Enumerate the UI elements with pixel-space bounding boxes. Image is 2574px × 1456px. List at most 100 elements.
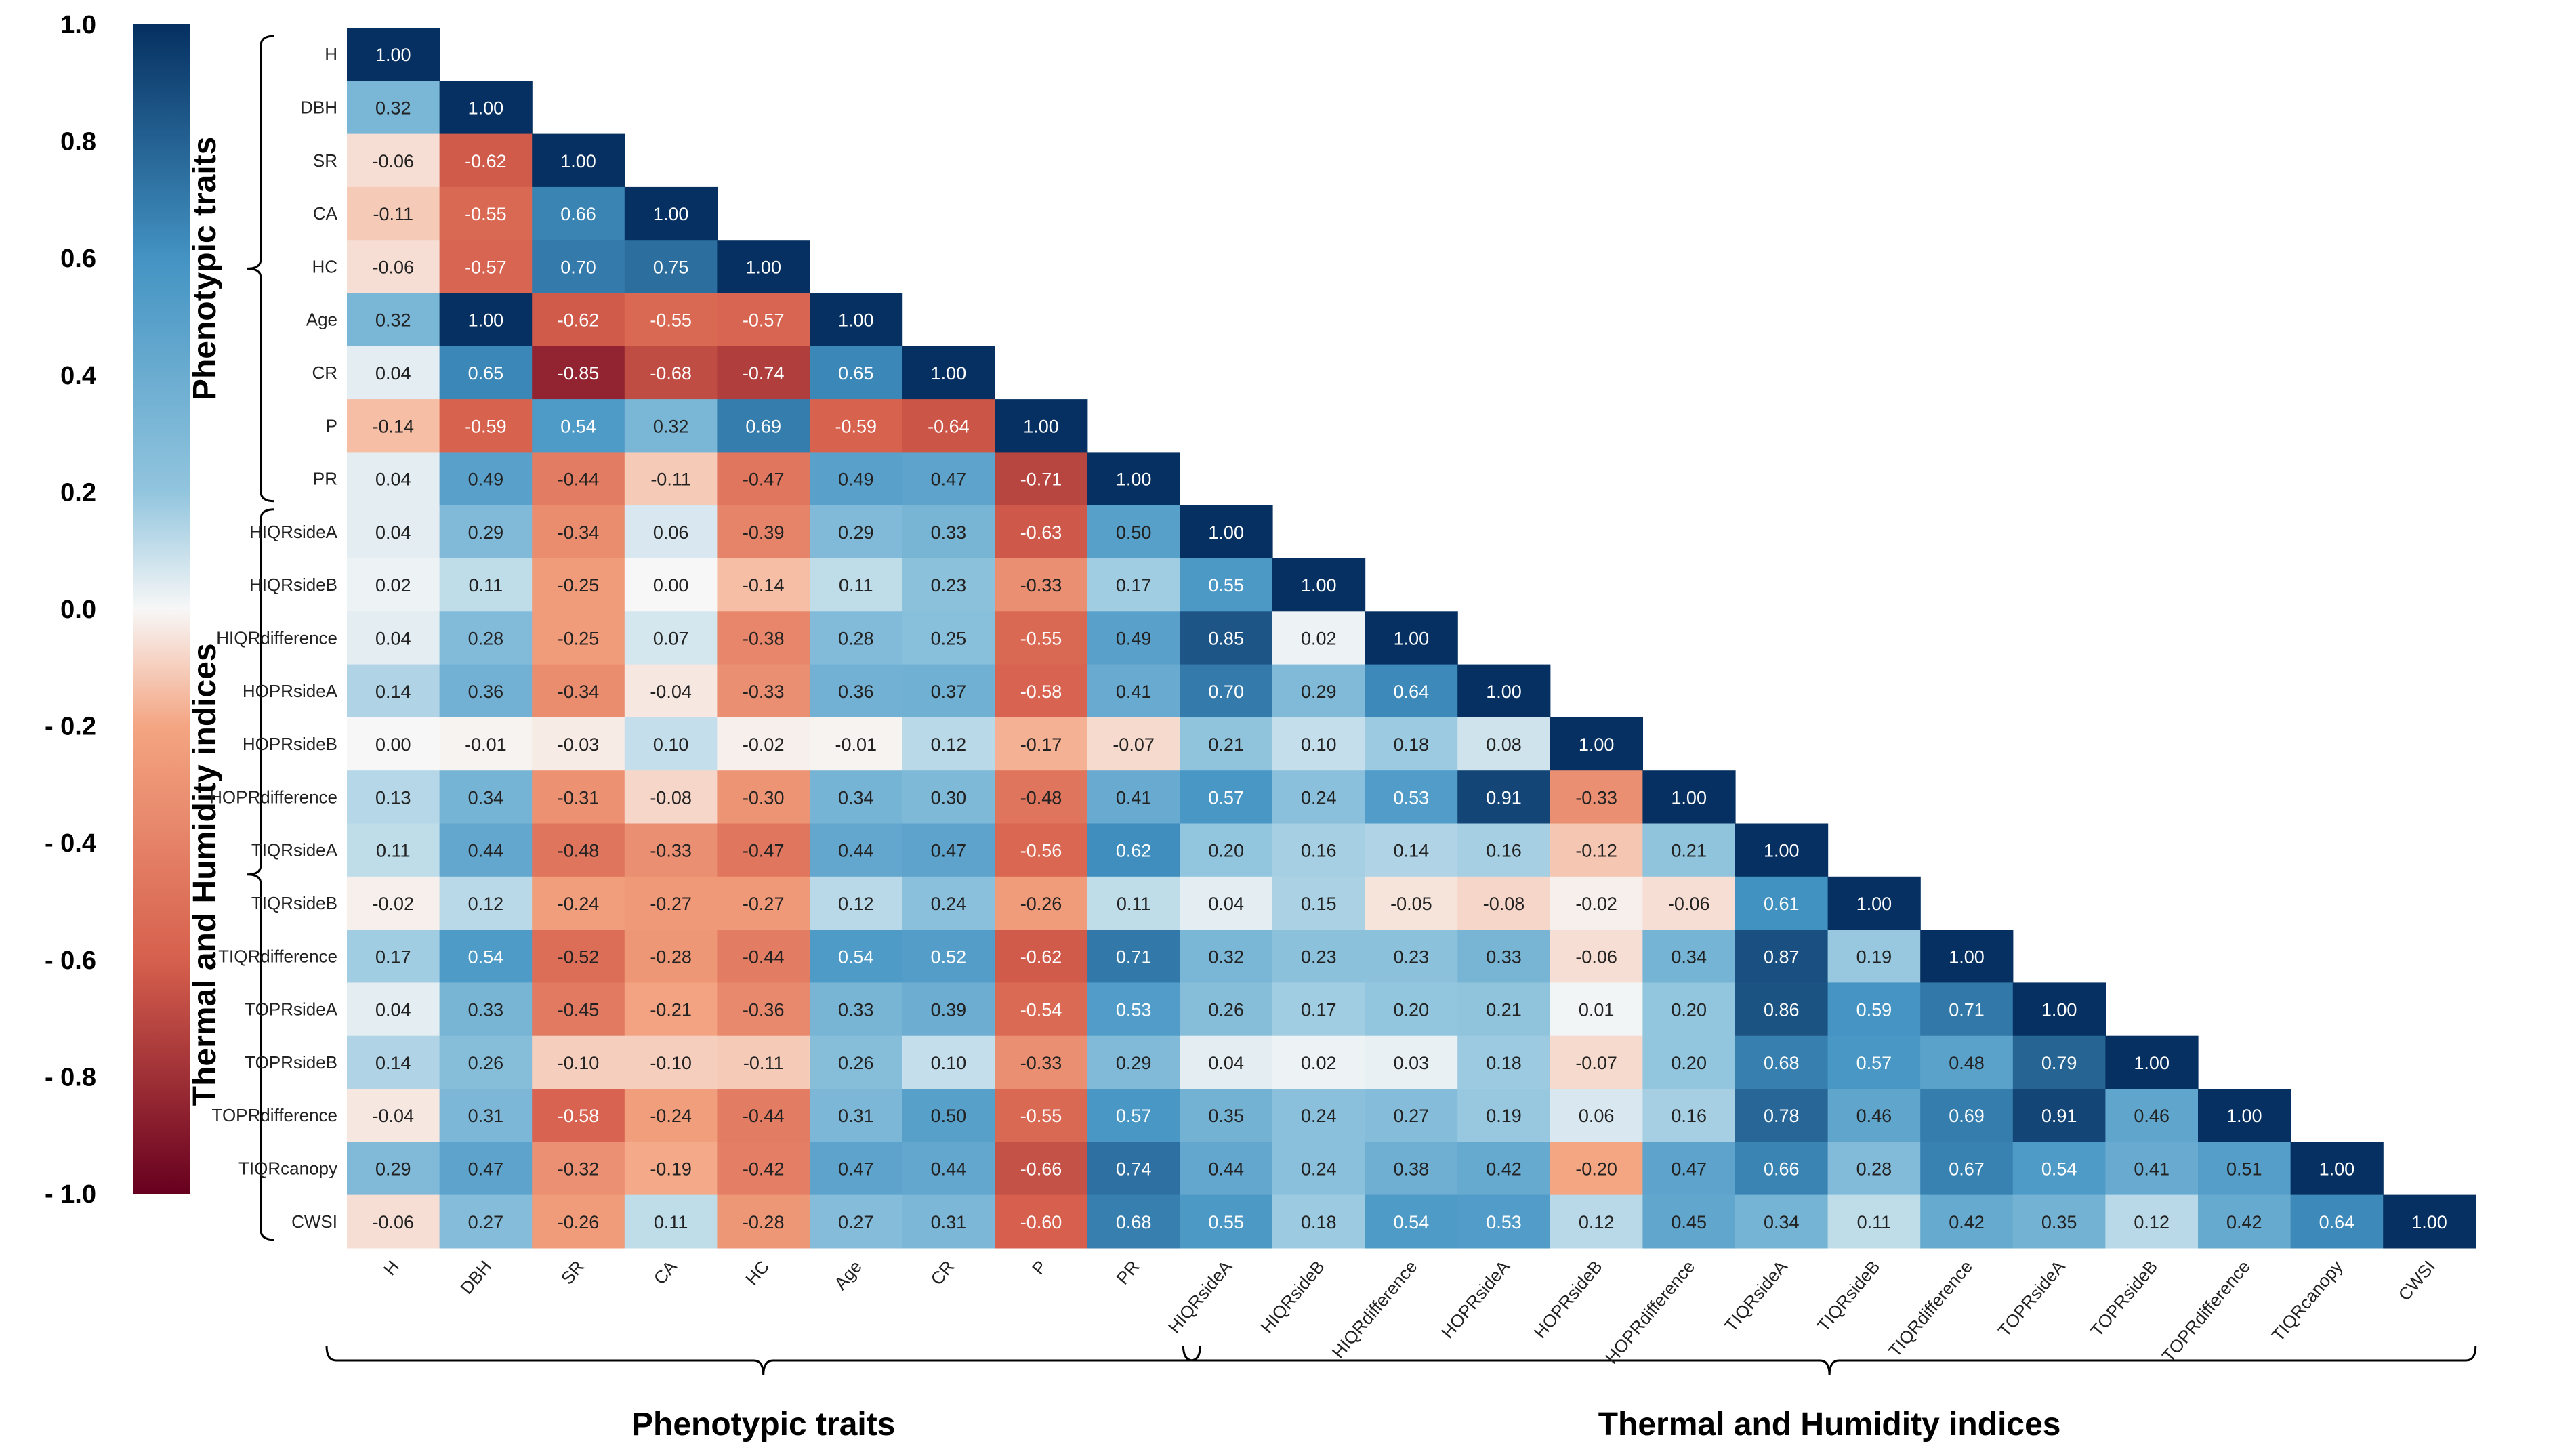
heatmap-cell — [1457, 1035, 1551, 1089]
cell-value-label: -0.33 — [1020, 575, 1062, 596]
cell-value-label: 0.28 — [838, 628, 874, 648]
row-label: TIQRsideA — [251, 840, 338, 860]
column-label: HOPRsideA — [1437, 1256, 1514, 1342]
heatmap-cell — [1457, 823, 1551, 877]
heatmap-cell — [1550, 982, 1643, 1037]
heatmap-cell — [439, 505, 533, 559]
cell-value-label: -0.34 — [558, 522, 600, 543]
heatmap-cell — [902, 982, 995, 1037]
heatmap-cell — [532, 452, 625, 506]
heatmap-cell — [1735, 823, 1829, 877]
cell-value-label: -0.24 — [650, 1106, 692, 1126]
cell-value-label: 0.14 — [1394, 841, 1430, 861]
heatmap-cell — [624, 505, 718, 559]
cell-value-label: -0.14 — [373, 416, 415, 436]
heatmap-cell — [1087, 558, 1180, 612]
heatmap-cell — [1457, 982, 1551, 1037]
cell-value-label: 0.20 — [1394, 1000, 1430, 1020]
cell-value-label: 0.18 — [1486, 1053, 1522, 1073]
heatmap-cell — [347, 930, 440, 983]
cell-value-label: 0.26 — [1208, 1000, 1244, 1020]
heatmap-cell — [439, 876, 533, 930]
cell-value-label: 0.25 — [931, 628, 967, 648]
heatmap-cell — [439, 452, 533, 506]
heatmap-cell — [1180, 1142, 1273, 1196]
cell-value-label: 0.14 — [375, 682, 411, 702]
heatmap-cell — [1457, 770, 1551, 825]
heatmap-cell — [810, 505, 903, 559]
heatmap-cell — [439, 293, 533, 347]
cell-value-label: 0.21 — [1208, 734, 1244, 755]
heatmap-cell — [624, 717, 718, 771]
cell-value-label: -0.21 — [650, 1000, 692, 1020]
heatmap-cell — [439, 1035, 533, 1089]
cell-value-label: -0.68 — [650, 363, 692, 383]
cell-value-label: 0.45 — [1671, 1212, 1707, 1232]
heatmap-cell — [1827, 876, 1921, 930]
cell-value-label: -0.06 — [373, 151, 415, 171]
cell-value-label: -0.33 — [743, 682, 785, 702]
heatmap-cell — [439, 1194, 533, 1249]
row-label: CR — [312, 362, 337, 383]
column-label: SR — [557, 1256, 588, 1288]
heatmap-cell — [1365, 823, 1458, 877]
heatmap-cell — [717, 558, 810, 612]
heatmap-cell — [995, 1142, 1088, 1196]
heatmap-cell — [717, 240, 810, 294]
heatmap-cell — [1642, 1142, 1736, 1196]
heatmap-cell — [995, 717, 1088, 771]
heatmap-cell — [810, 558, 903, 612]
cell-value-label: -0.06 — [373, 257, 415, 277]
cell-value-label: 1.00 — [560, 151, 596, 171]
cell-value-label: 0.46 — [2134, 1106, 2170, 1126]
cell-value-label: 0.10 — [1301, 734, 1337, 755]
heatmap-cell — [1365, 930, 1458, 983]
cell-value-label: 0.30 — [931, 787, 967, 808]
heatmap-cell — [717, 876, 810, 930]
column-label: TIQRsideA — [1720, 1256, 1791, 1335]
cell-value-label: 0.18 — [1301, 1212, 1337, 1232]
cell-value-label: 0.67 — [1949, 1159, 1985, 1179]
cell-value-label: 0.91 — [1486, 787, 1522, 808]
row-label: HIQRsideB — [249, 575, 337, 595]
heatmap-cell — [2012, 1089, 2106, 1142]
heatmap-cell — [1180, 823, 1273, 877]
cell-value-label: 0.38 — [1394, 1159, 1430, 1179]
heatmap-cell — [810, 982, 903, 1037]
cell-value-label: -0.59 — [465, 416, 507, 436]
cell-value-label: 0.62 — [1116, 841, 1152, 861]
row-label: PR — [313, 469, 337, 489]
cell-value-label: -0.26 — [1020, 894, 1062, 914]
cell-value-label: -0.60 — [1020, 1212, 1062, 1232]
heatmap-cell — [1920, 930, 2014, 983]
heatmap-cell — [717, 770, 810, 825]
cell-value-label: 0.46 — [1856, 1106, 1892, 1126]
heatmap-cell — [347, 876, 440, 930]
cell-value-label: 0.57 — [1116, 1106, 1152, 1126]
heatmap-cell — [1827, 982, 1921, 1037]
heatmap-cell — [1180, 505, 1273, 559]
cell-value-label: 0.34 — [1764, 1212, 1800, 1232]
cell-value-label: 1.00 — [1579, 734, 1615, 755]
cell-value-label: 0.68 — [1764, 1053, 1800, 1073]
cell-value-label: -0.36 — [743, 1000, 785, 1020]
cell-value-label: -0.44 — [743, 1106, 785, 1126]
heatmap-cell — [902, 505, 995, 559]
cell-value-label: -0.11 — [650, 470, 691, 490]
heatmap-cell — [1642, 1194, 1736, 1249]
heatmap-cell — [995, 611, 1088, 665]
cell-value-label: -0.33 — [1575, 787, 1617, 808]
cell-value-label: 0.32 — [653, 416, 689, 436]
horizontal-brace — [1182, 1345, 2477, 1376]
cell-value-label: 0.49 — [1116, 628, 1152, 648]
cell-value-label: 1.00 — [838, 310, 874, 331]
heatmap-cell — [810, 346, 903, 400]
cell-value-label: 0.65 — [838, 363, 874, 383]
colorbar-gradient — [133, 24, 190, 1194]
cell-value-label: 1.00 — [1486, 682, 1522, 702]
heatmap-cell — [1550, 717, 1643, 771]
row-label: CA — [313, 203, 338, 224]
cell-value-label: -0.62 — [465, 151, 507, 171]
cell-value-label: -0.74 — [743, 363, 785, 383]
cell-value-label: 0.06 — [653, 522, 689, 543]
